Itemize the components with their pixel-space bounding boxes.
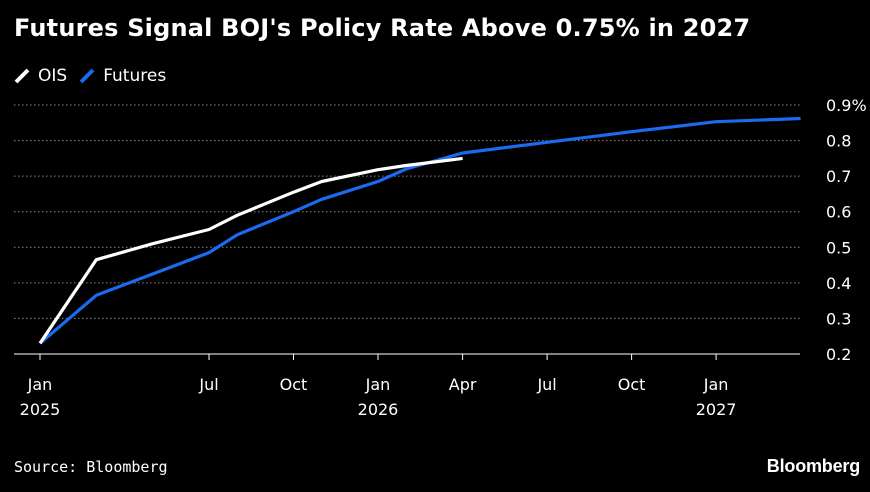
x-tick-label: Jan bbox=[703, 375, 729, 394]
legend-label-ois: OIS bbox=[38, 66, 68, 86]
source-note: Source: Bloomberg bbox=[14, 458, 168, 476]
y-tick-label: 0.9% bbox=[826, 96, 867, 115]
x-tick-label: Jan bbox=[365, 375, 391, 394]
y-tick-label: 0.4 bbox=[826, 274, 851, 293]
legend-item-ois: OIS bbox=[14, 66, 67, 86]
y-axis-tick-labels: 0.2 0.3 0.4 0.5 0.6 0.7 0.8 0.9% bbox=[826, 96, 867, 364]
y-tick-label: 0.5 bbox=[826, 238, 851, 257]
x-tick-year-label: 2025 bbox=[20, 400, 61, 419]
x-tick-year-label: 2027 bbox=[696, 400, 737, 419]
y-tick-label: 0.2 bbox=[826, 345, 851, 364]
x-axis-tick-labels: Jan 2025 Jul Oct Jan 2026 Apr Jul Oct Jan 2027 bbox=[20, 375, 737, 419]
y-tick-label: 0.8 bbox=[826, 132, 851, 151]
y-tick-label: 0.7 bbox=[826, 167, 851, 186]
y-tick-label: 0.3 bbox=[826, 309, 851, 328]
grid-lines bbox=[14, 104, 800, 319]
series-line-ois bbox=[38, 156, 463, 345]
x-tick-label: Apr bbox=[449, 375, 477, 394]
x-tick-label: Jul bbox=[536, 375, 556, 394]
legend-swatch-ois bbox=[14, 68, 30, 84]
x-tick-label: Jul bbox=[198, 375, 218, 394]
legend: OIS Futures bbox=[14, 64, 178, 88]
chart-title: Futures Signal BOJ's Policy Rate Above 0… bbox=[14, 14, 751, 42]
legend-item-futures: Futures bbox=[79, 66, 166, 86]
series-line-futures bbox=[38, 116, 801, 345]
x-tick-label: Oct bbox=[618, 375, 646, 394]
x-axis bbox=[14, 353, 800, 360]
series-lines bbox=[38, 116, 801, 345]
legend-swatch-futures bbox=[79, 68, 95, 84]
x-tick-year-label: 2026 bbox=[358, 400, 399, 419]
x-tick-label: Jan bbox=[27, 375, 53, 394]
bloomberg-logo: Bloomberg bbox=[766, 456, 860, 476]
x-tick-label: Oct bbox=[280, 375, 308, 394]
y-tick-label: 0.6 bbox=[826, 203, 851, 222]
legend-label-futures: Futures bbox=[103, 66, 167, 86]
